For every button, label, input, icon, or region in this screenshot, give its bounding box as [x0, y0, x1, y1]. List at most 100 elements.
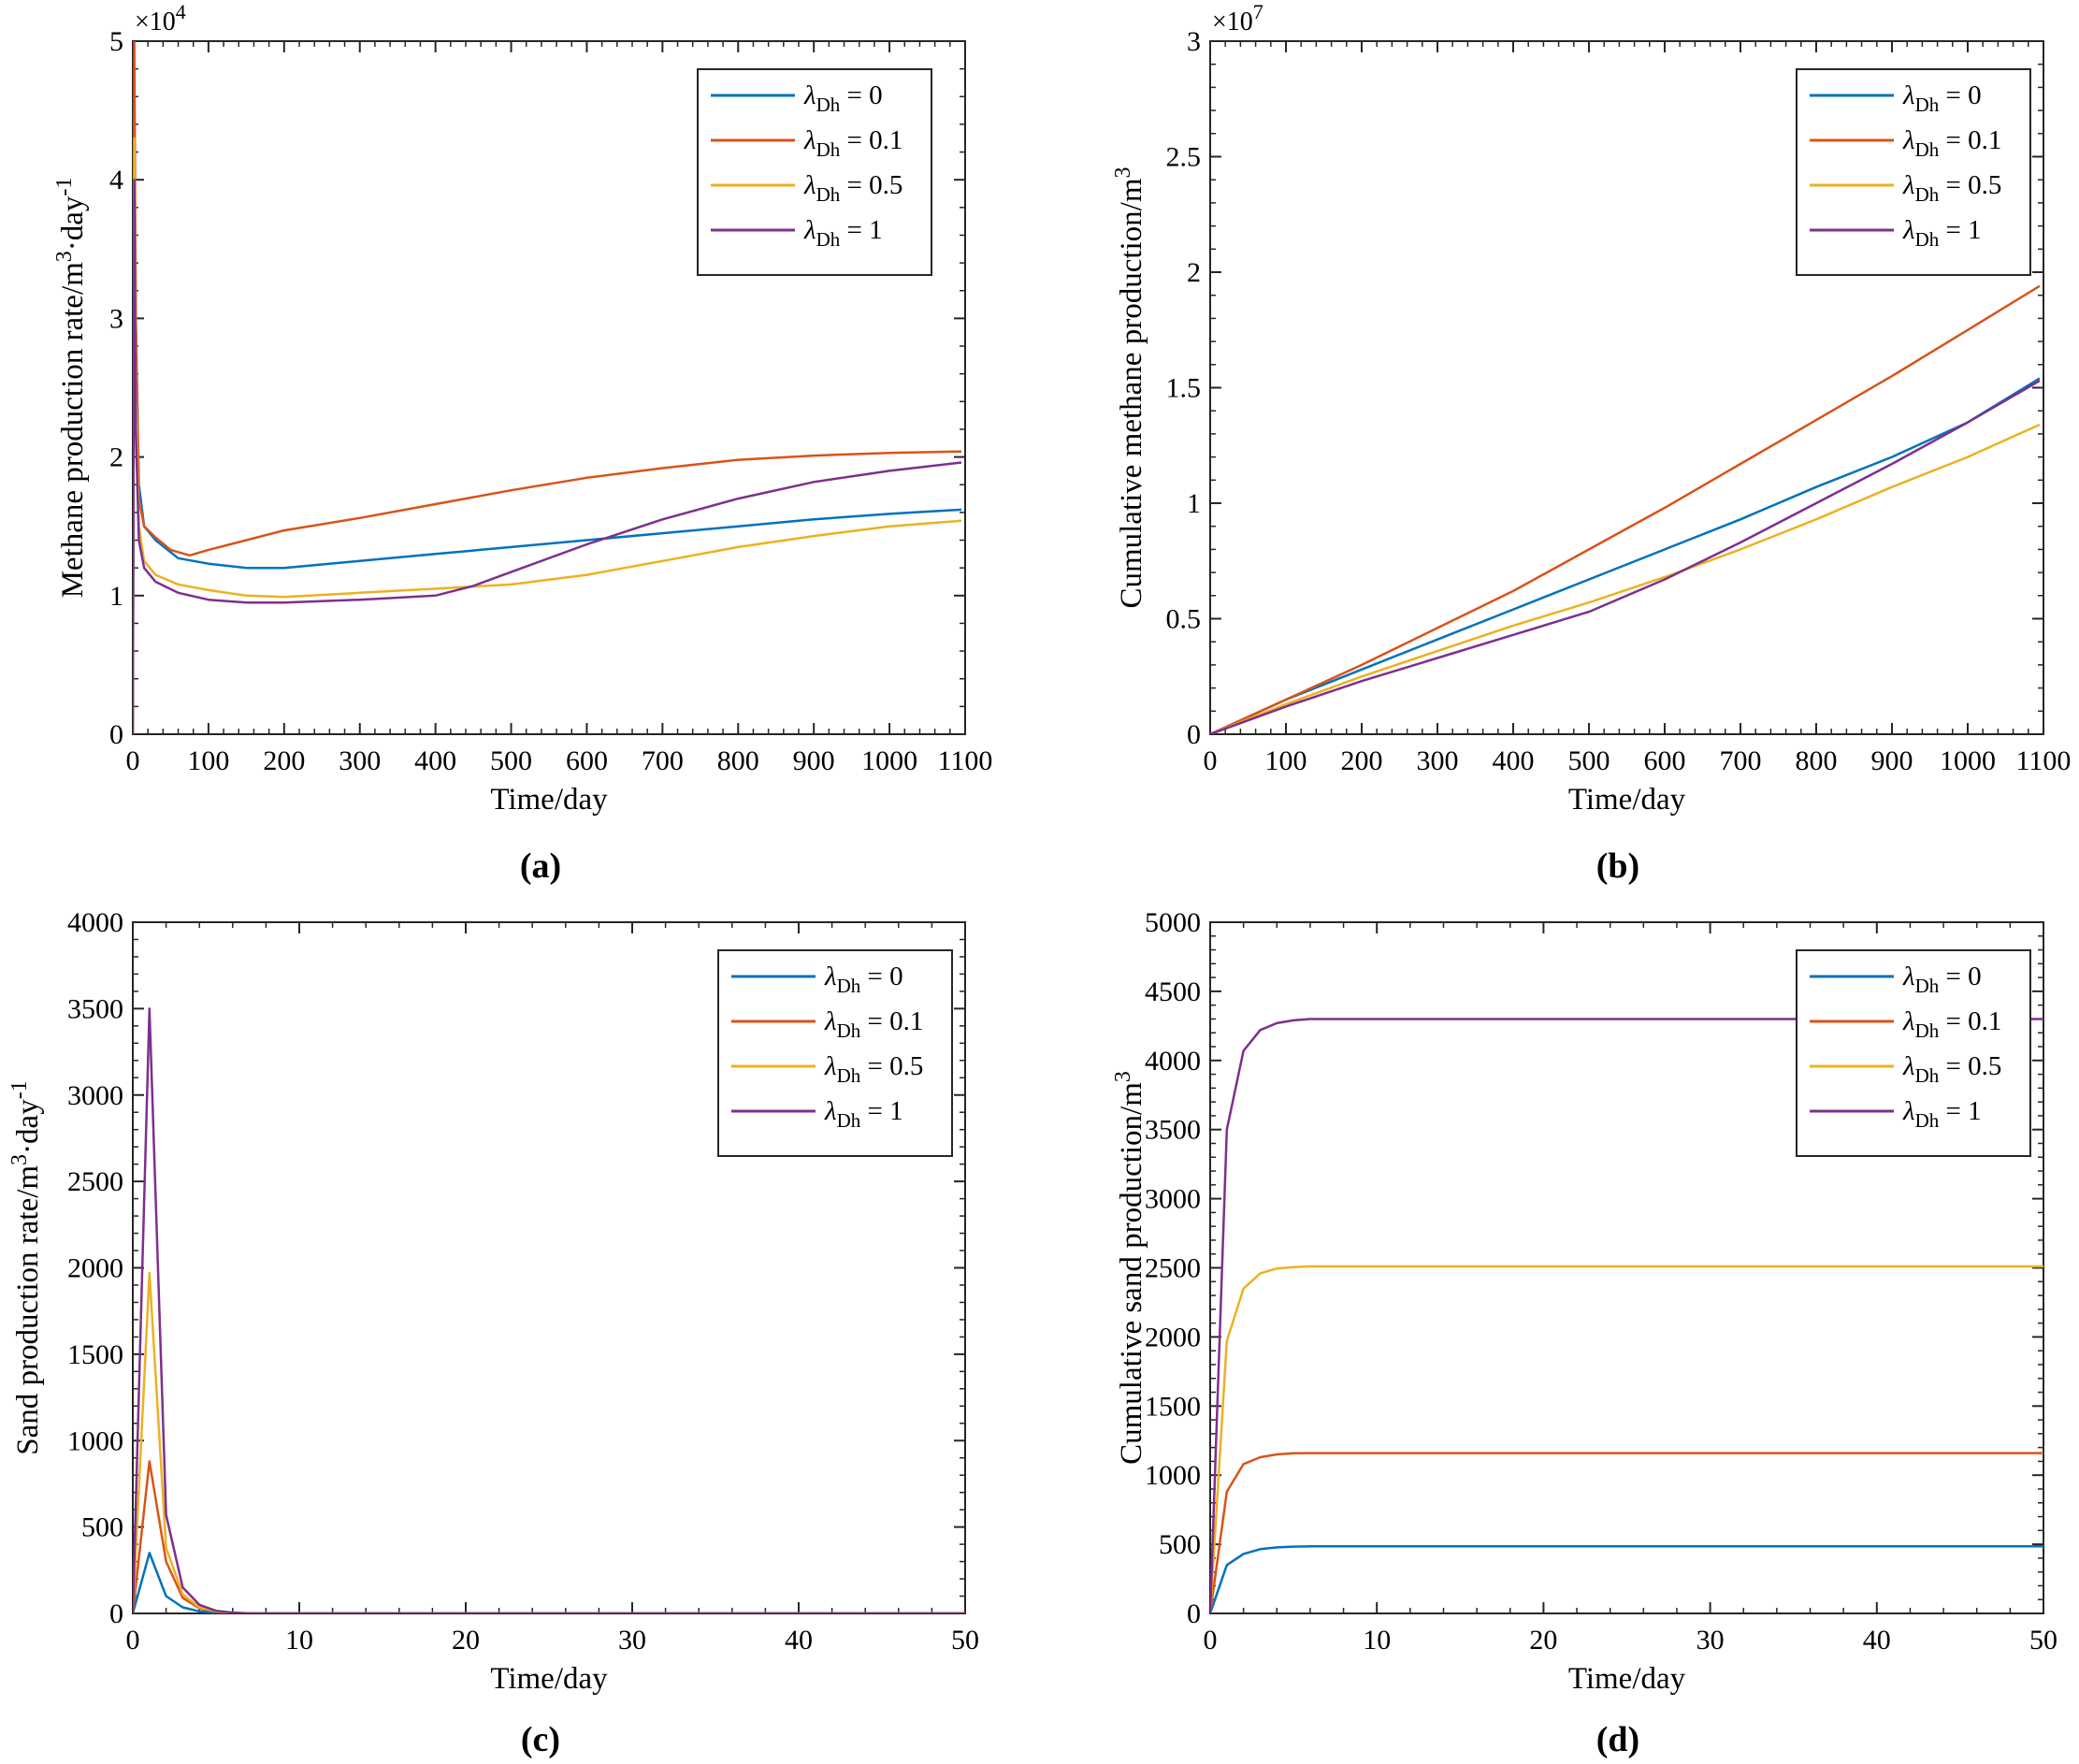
x-tick-label: 1000 — [1940, 745, 1996, 776]
y-tick-label: 1 — [1187, 488, 1201, 519]
x-tick-label: 700 — [1720, 745, 1762, 776]
legend-sub: Dh — [1915, 228, 1940, 251]
y-tick-label: 4500 — [1145, 976, 1201, 1007]
panel-label: (d) — [1596, 1720, 1639, 1759]
y-label-main: Cumulative methane production/m — [1115, 178, 1148, 608]
series-group — [1210, 1018, 2043, 1613]
legend-symbol: λ — [803, 125, 816, 155]
panel-label: (a) — [520, 846, 561, 886]
x-tick-label: 800 — [717, 745, 759, 776]
y-tick-label: 3000 — [1145, 1184, 1201, 1215]
x-tick-label: 200 — [263, 745, 305, 776]
y-tick-label: 4000 — [67, 907, 123, 938]
panel-label: (c) — [521, 1720, 560, 1759]
legend-symbol: λ — [1902, 170, 1915, 200]
y-tick-label: 0 — [109, 1598, 123, 1629]
x-tick-label: 10 — [1363, 1625, 1391, 1656]
legend-value: = 0 — [860, 962, 902, 991]
y-tick-label: 2000 — [1145, 1322, 1201, 1352]
x-tick-label: 0 — [126, 1625, 140, 1656]
y-tick-label: 2500 — [1145, 1253, 1201, 1284]
legend-value: = 0 — [1939, 962, 1981, 991]
exponent-base: ×10 — [135, 7, 176, 36]
x-axis-label: Time/day — [490, 783, 608, 817]
legend-symbol: λ — [1902, 125, 1915, 155]
legend-sub: Dh — [1915, 94, 1940, 116]
y-tick-label: 5 — [109, 26, 123, 57]
y-tick-label: 1500 — [67, 1339, 123, 1370]
legend-entry-1: λDh = 0.1 — [1902, 125, 2001, 161]
y-tick-label: 2.5 — [1166, 142, 1202, 173]
legend-entry-0: λDh = 0 — [803, 80, 883, 116]
legend-sub: Dh — [816, 183, 841, 206]
y-tick-label: 3000 — [67, 1080, 123, 1111]
series-line-2 — [133, 1271, 965, 1613]
chart-d: 0 10 20 30 40 5005001000150020002500300035004… — [1111, 907, 2057, 1759]
y-tick-label: 5000 — [1145, 907, 1201, 938]
legend-symbol: λ — [803, 80, 816, 110]
legend-sub: Dh — [837, 975, 861, 997]
y-axis-label: Cumulative sand production/m3 — [1111, 1071, 1148, 1465]
x-tick-label: 1100 — [2016, 745, 2072, 776]
panel-label: (b) — [1596, 846, 1639, 886]
legend-sub: Dh — [837, 1019, 861, 1042]
y-exponent-label: ×104 — [135, 0, 186, 36]
y-tick-label: 1000 — [67, 1425, 123, 1456]
exponent-power: 7 — [1253, 0, 1263, 23]
y-label-sup1: 3 — [1111, 1071, 1135, 1082]
y-tick-label: 0.5 — [1166, 604, 1202, 635]
legend-symbol: λ — [824, 1051, 837, 1081]
y-tick-label: 0 — [1187, 1598, 1201, 1629]
y-tick-label: 3500 — [67, 993, 123, 1024]
legend-symbol: λ — [1902, 1006, 1915, 1036]
legend-sub: Dh — [837, 1109, 861, 1132]
x-tick-label: 500 — [1568, 745, 1610, 776]
legend-entry-3: λDh = 1 — [1902, 215, 1982, 251]
legend-sub: Dh — [1915, 1064, 1940, 1087]
legend-entry-0: λDh = 0 — [1902, 962, 1982, 997]
series-group — [133, 41, 962, 734]
y-label-sup1: 3 — [7, 1154, 32, 1165]
y-tick-label: 0 — [1187, 719, 1201, 750]
series-group — [1210, 284, 2041, 734]
chart-a: 0 100 200 300 400 500 600 700 800 900 1000 1100 0 1 2 3… — [52, 0, 992, 886]
x-tick-label: 0 — [1204, 745, 1218, 776]
y-axis-label: Methane production rate/m3·day-1 — [52, 178, 90, 599]
legend-value: = 0.1 — [1939, 125, 2001, 155]
legend-entry-2: λDh = 0.5 — [824, 1051, 923, 1087]
chart-b: 0 100 200 300 400 500 600 700 800 900 1000 1100 0 0.5… — [1111, 0, 2071, 886]
legend-value: = 1 — [1939, 1096, 1981, 1126]
legend-value: = 1 — [840, 215, 882, 245]
legend-entry-1: λDh = 0.1 — [824, 1006, 923, 1042]
legend-symbol: λ — [1902, 962, 1915, 991]
y-tick-label: 0 — [109, 719, 123, 750]
y-label-sup1: 3 — [1111, 166, 1135, 178]
legend-sub: Dh — [816, 228, 841, 251]
legend-value: = 0.5 — [1939, 1051, 2001, 1081]
legend-value: = 0.5 — [860, 1051, 923, 1081]
legend-symbol: λ — [824, 1006, 837, 1036]
series-line-3 — [133, 1007, 965, 1613]
y-tick-label: 3 — [1187, 26, 1201, 57]
x-tick-label: 20 — [452, 1625, 480, 1656]
y-label-main: Methane production rate/m — [56, 262, 90, 599]
y-label-main: Sand production rate/m — [11, 1165, 45, 1455]
x-tick-label: 900 — [793, 745, 835, 776]
legend-box — [697, 68, 932, 276]
x-tick-label: 30 — [1696, 1625, 1725, 1656]
legend-symbol: λ — [1902, 215, 1915, 245]
exponent-power: 4 — [176, 0, 186, 23]
y-label-main: Cumulative sand production/m — [1115, 1082, 1148, 1465]
legend-entry-2: λDh = 0.5 — [803, 170, 902, 206]
legend-symbol: λ — [824, 962, 837, 991]
y-label-sup2: -1 — [7, 1080, 32, 1099]
legend-entry-0: λDh = 0 — [1902, 80, 1982, 116]
legend-sub: Dh — [1915, 138, 1940, 161]
legend-symbol: λ — [1902, 80, 1915, 110]
y-label-sup2: -1 — [52, 178, 77, 196]
legend-sub: Dh — [1915, 975, 1940, 997]
